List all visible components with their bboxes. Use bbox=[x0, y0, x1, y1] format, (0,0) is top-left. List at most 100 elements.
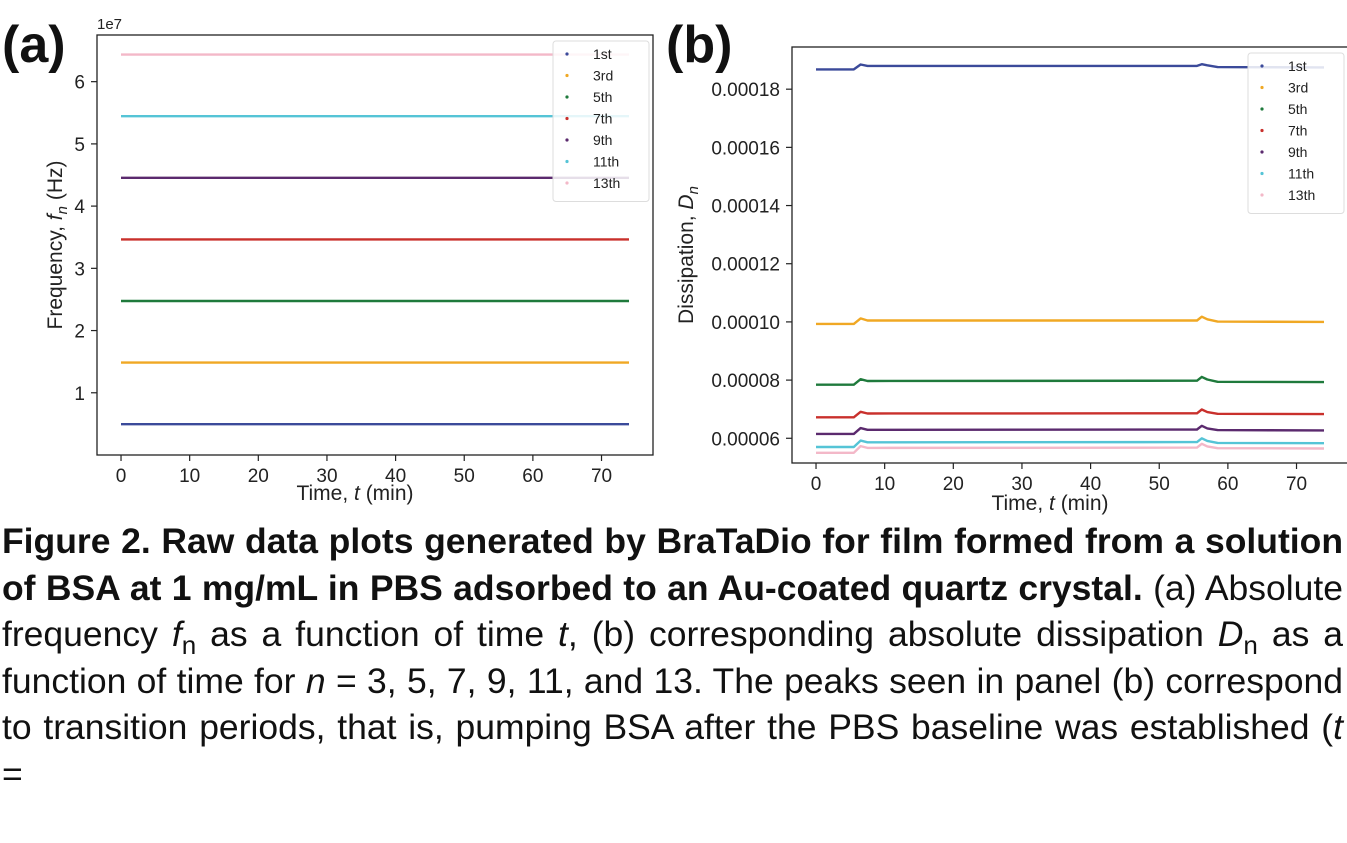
x-tick-label: 0 bbox=[811, 474, 822, 495]
legend-label: 3rd bbox=[1288, 80, 1308, 96]
legend-label: 9th bbox=[1288, 144, 1307, 160]
y-axis-title: Dissipation, Dn bbox=[675, 186, 702, 324]
caption-segment: f bbox=[171, 614, 182, 654]
label-part: Frequency, bbox=[44, 220, 67, 329]
x-tick-label: 10 bbox=[874, 474, 895, 495]
x-tick-label: 60 bbox=[1217, 474, 1238, 495]
label-part: (Hz) bbox=[44, 160, 67, 206]
x-tick-label: 0 bbox=[116, 466, 127, 487]
legend-marker-3rd bbox=[1260, 85, 1264, 90]
label-part: Time, bbox=[991, 492, 1049, 515]
caption-title: Figure 2. Raw data plots generated by Br… bbox=[2, 521, 1343, 608]
x-tick-label: 70 bbox=[591, 466, 612, 487]
label-part: n bbox=[685, 186, 702, 194]
caption-segment: D bbox=[1217, 614, 1244, 654]
legend-marker-5th bbox=[1260, 107, 1264, 111]
legend-label: 1st bbox=[593, 46, 612, 62]
series-line-1st bbox=[816, 62, 1325, 71]
legend-marker-13th bbox=[565, 181, 569, 185]
y-tick-label: 0.00010 bbox=[711, 313, 780, 334]
series-line-13th bbox=[816, 442, 1325, 454]
x-tick-label: 50 bbox=[1149, 474, 1170, 495]
legend-marker-3rd bbox=[565, 73, 569, 78]
y-tick-label: 0.00016 bbox=[711, 138, 780, 159]
caption-segment: as a function of time bbox=[196, 614, 559, 654]
x-tick-label: 10 bbox=[179, 466, 200, 487]
legend-marker-5th bbox=[565, 95, 569, 99]
legend-marker-1st bbox=[1260, 64, 1264, 68]
label-part: t bbox=[1049, 492, 1056, 515]
legend-marker-9th bbox=[565, 138, 569, 142]
y-tick-label: 0.00018 bbox=[711, 80, 780, 101]
y-tick-label: 6 bbox=[74, 73, 85, 94]
label-part: Dissipation, bbox=[675, 210, 698, 324]
legend: 1st 3rd 5th 7th 9th 11th 13th bbox=[1247, 52, 1345, 214]
legend-marker-11th bbox=[1260, 171, 1264, 176]
x-tick-label: 60 bbox=[522, 466, 543, 487]
label-part: Time, bbox=[296, 482, 354, 505]
legend-label: 5th bbox=[1288, 101, 1307, 117]
data-series-group bbox=[816, 62, 1325, 454]
label-part: n bbox=[54, 206, 71, 214]
panel-b-dissipation-plot: 0 10 20 30 40 50 60 700.000060.000080.000100.00… bbox=[666, 16, 1347, 515]
legend-label: 3rd bbox=[593, 68, 613, 84]
y-tick-label: 0.00012 bbox=[711, 255, 780, 276]
legend-label: 11th bbox=[593, 154, 619, 170]
panel-label: (b) bbox=[666, 16, 732, 74]
legend-marker-11th bbox=[565, 159, 569, 164]
caption-segment: = bbox=[2, 753, 23, 794]
y-tick-label: 3 bbox=[74, 259, 85, 280]
y-tick-label: 5 bbox=[74, 135, 85, 156]
panel-label: (a) bbox=[2, 16, 66, 74]
legend-marker-7th bbox=[565, 116, 569, 121]
legend-label: 11th bbox=[1288, 166, 1314, 182]
legend-box bbox=[1247, 52, 1345, 214]
series-line-3rd bbox=[816, 315, 1325, 326]
caption-segment: = 3, 5, 7, 9, 11, and 13. The peaks seen… bbox=[2, 660, 1344, 748]
caption-segment: t bbox=[558, 614, 568, 654]
x-tick-label: 20 bbox=[943, 474, 964, 495]
caption-segment: , (b) corresponding absolute dissipation bbox=[567, 614, 1218, 654]
label-part: t bbox=[354, 482, 361, 505]
x-tick-label: 30 bbox=[316, 466, 337, 487]
x-tick-label: 20 bbox=[248, 466, 269, 487]
y-tick-label: 2 bbox=[74, 322, 85, 343]
caption-segment: (a) Absolute frequency bbox=[2, 567, 1343, 655]
y-tick-label: 1 bbox=[74, 384, 85, 405]
y-tick-label: 0.00014 bbox=[711, 197, 780, 218]
legend-label: 9th bbox=[593, 132, 612, 148]
label-part: (min) bbox=[1055, 492, 1109, 515]
series-line-11th bbox=[816, 437, 1325, 449]
legend-marker-9th bbox=[1260, 150, 1264, 154]
y-tick-label: 0.00008 bbox=[711, 371, 780, 392]
x-tick-label: 40 bbox=[1080, 474, 1101, 495]
caption-text: (a) Absolute frequency f n as a function … bbox=[2, 568, 1343, 794]
y-tick-label: 0.00006 bbox=[711, 429, 780, 450]
data-series-group bbox=[121, 53, 629, 426]
legend-marker-1st bbox=[565, 52, 569, 56]
label-part: (min) bbox=[360, 482, 414, 505]
figure-caption: Figure 2. Raw data plots generated by Br… bbox=[2, 518, 1343, 797]
y-offset-label: 1e7 bbox=[97, 16, 122, 33]
caption-segment: t bbox=[1333, 707, 1343, 747]
legend: 1st 3rd 5th 7th 9th 11th 13th bbox=[552, 40, 650, 202]
series-line-7th bbox=[816, 408, 1325, 419]
x-tick-label: 40 bbox=[385, 466, 406, 487]
legend-label: 13th bbox=[593, 175, 620, 191]
legend-marker-7th bbox=[1260, 128, 1264, 133]
legend-label: 1st bbox=[1288, 58, 1307, 74]
legend-label: 13th bbox=[1288, 187, 1315, 203]
caption-segment: n bbox=[1243, 630, 1258, 661]
legend-box bbox=[552, 40, 650, 202]
x-axis-ticks: 0 10 20 30 40 50 60 70 bbox=[116, 455, 612, 487]
label-part: f bbox=[44, 212, 67, 220]
x-axis-title: Time, t (min) bbox=[296, 482, 413, 505]
legend-label: 7th bbox=[1288, 123, 1307, 139]
legend-label: 7th bbox=[593, 111, 612, 127]
caption-segment: n bbox=[305, 660, 326, 701]
y-tick-label: 4 bbox=[74, 197, 85, 218]
y-axis-ticks: 1 2 3 4 5 6 bbox=[74, 73, 97, 405]
legend-marker-13th bbox=[1260, 193, 1264, 197]
x-tick-label: 50 bbox=[454, 466, 475, 487]
y-axis-title: Frequency, fn (Hz) bbox=[44, 160, 71, 329]
